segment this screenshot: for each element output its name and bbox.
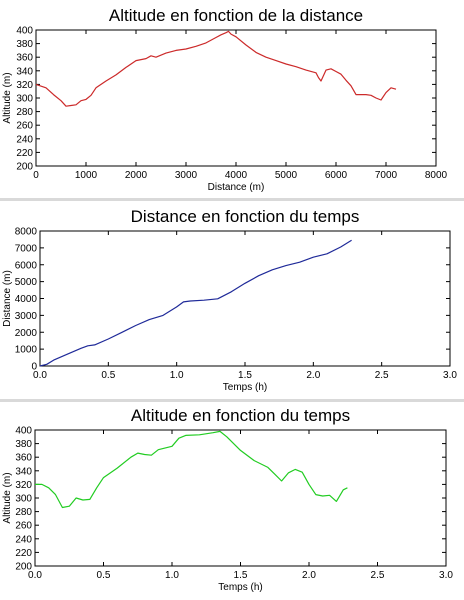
x-tick-label: 0 [33, 170, 39, 181]
y-tick-label: 400 [16, 26, 33, 37]
y-tick-label: 400 [15, 426, 32, 437]
chart-title: Altitude en fonction de la distance [109, 6, 363, 25]
y-tick-label: 7000 [15, 243, 38, 254]
series-line [35, 30, 397, 107]
y-tick-label: 280 [15, 507, 32, 518]
y-tick-label: 340 [16, 66, 33, 77]
y-tick-label: 4000 [15, 294, 38, 305]
x-tick-label: 2.5 [375, 370, 389, 381]
y-tick-label: 5000 [15, 277, 38, 288]
y-tick-label: 320 [15, 480, 32, 491]
y-tick-label: 240 [15, 534, 32, 545]
x-tick-label: 0.0 [33, 370, 47, 381]
chart-distance-vs-time: Distance en fonction du temps 0.0 0.5 1.0 1.… [2, 207, 457, 393]
y-tick-label: 200 [16, 162, 33, 173]
x-tick-label: 0.5 [97, 570, 111, 581]
chart-title: Altitude en fonction du temps [131, 406, 350, 425]
y-tick-label: 260 [16, 121, 33, 132]
y-tick-label: 340 [15, 466, 32, 477]
x-tick-label: 3.0 [439, 570, 453, 581]
y-tick-label: 8000 [15, 227, 38, 238]
y-tick-label: 380 [16, 39, 33, 50]
y-tick-label: 220 [15, 548, 32, 559]
y-tick-label: 6000 [15, 260, 38, 271]
x-tick-label: 4000 [225, 170, 248, 181]
y-tick-label: 1000 [15, 345, 38, 356]
x-tick-label: 2.5 [371, 570, 385, 581]
y-axis-label: Altitude (m) [2, 472, 13, 523]
panel-divider [0, 198, 464, 201]
y-tick-label: 2000 [15, 328, 38, 339]
plot-frame [39, 230, 451, 367]
x-tick-label: 2.0 [306, 370, 320, 381]
x-tick-label: 1.0 [165, 570, 179, 581]
y-tick-label: 360 [16, 53, 33, 64]
y-axis-label: Altitude (m) [2, 72, 13, 123]
x-tick-label: 1.0 [170, 370, 184, 381]
x-tick-label: 1000 [75, 170, 98, 181]
chart-panel-distance-time: Distance en fonction du temps 0.0 0.5 1.0 1.… [0, 201, 464, 399]
series-line [35, 430, 348, 509]
chart-panel-altitude-time: Altitude en fonction du temps 0.0 0.5 1.0 1.… [0, 402, 464, 600]
chart-altitude-vs-time: Altitude en fonction du temps 0.0 0.5 1.0 1.… [2, 406, 453, 593]
y-tick-label: 380 [15, 439, 32, 450]
chart-panel-altitude-distance: Altitude en fonction de la distance 0 1000… [0, 0, 464, 198]
chart-title: Distance en fonction du temps [131, 207, 360, 226]
x-tick-label: 0.5 [101, 370, 115, 381]
x-tick-label: 3.0 [443, 370, 457, 381]
x-tick-label: 2.0 [302, 570, 316, 581]
x-axis-label: Distance (m) [208, 182, 265, 193]
x-tick-label: 3000 [175, 170, 198, 181]
x-axis-label: Temps (h) [218, 582, 262, 593]
panel-divider [0, 399, 464, 402]
y-tick-label: 300 [16, 94, 33, 105]
y-tick-label: 260 [15, 521, 32, 532]
y-tick-label: 3000 [15, 311, 38, 322]
y-tick-label: 300 [15, 494, 32, 505]
x-tick-label: 0.0 [28, 570, 42, 581]
x-tick-label: 6000 [325, 170, 348, 181]
y-tick-label: 220 [16, 148, 33, 159]
x-tick-label: 1.5 [234, 570, 248, 581]
x-tick-label: 1.5 [238, 370, 252, 381]
y-tick-label: 280 [16, 107, 33, 118]
series-line [39, 239, 352, 367]
y-tick-label: 0 [31, 362, 37, 373]
y-axis-label: Distance (m) [2, 270, 13, 327]
y-tick-label: 240 [16, 134, 33, 145]
x-tick-label: 5000 [275, 170, 298, 181]
y-tick-label: 200 [15, 562, 32, 573]
x-tick-label: 7000 [375, 170, 398, 181]
x-tick-label: 8000 [425, 170, 448, 181]
x-tick-label: 2000 [125, 170, 148, 181]
x-axis-label: Temps (h) [223, 382, 267, 393]
y-tick-label: 360 [15, 453, 32, 464]
chart-altitude-vs-distance: Altitude en fonction de la distance 0 1000… [2, 6, 448, 193]
y-tick-label: 320 [16, 80, 33, 91]
